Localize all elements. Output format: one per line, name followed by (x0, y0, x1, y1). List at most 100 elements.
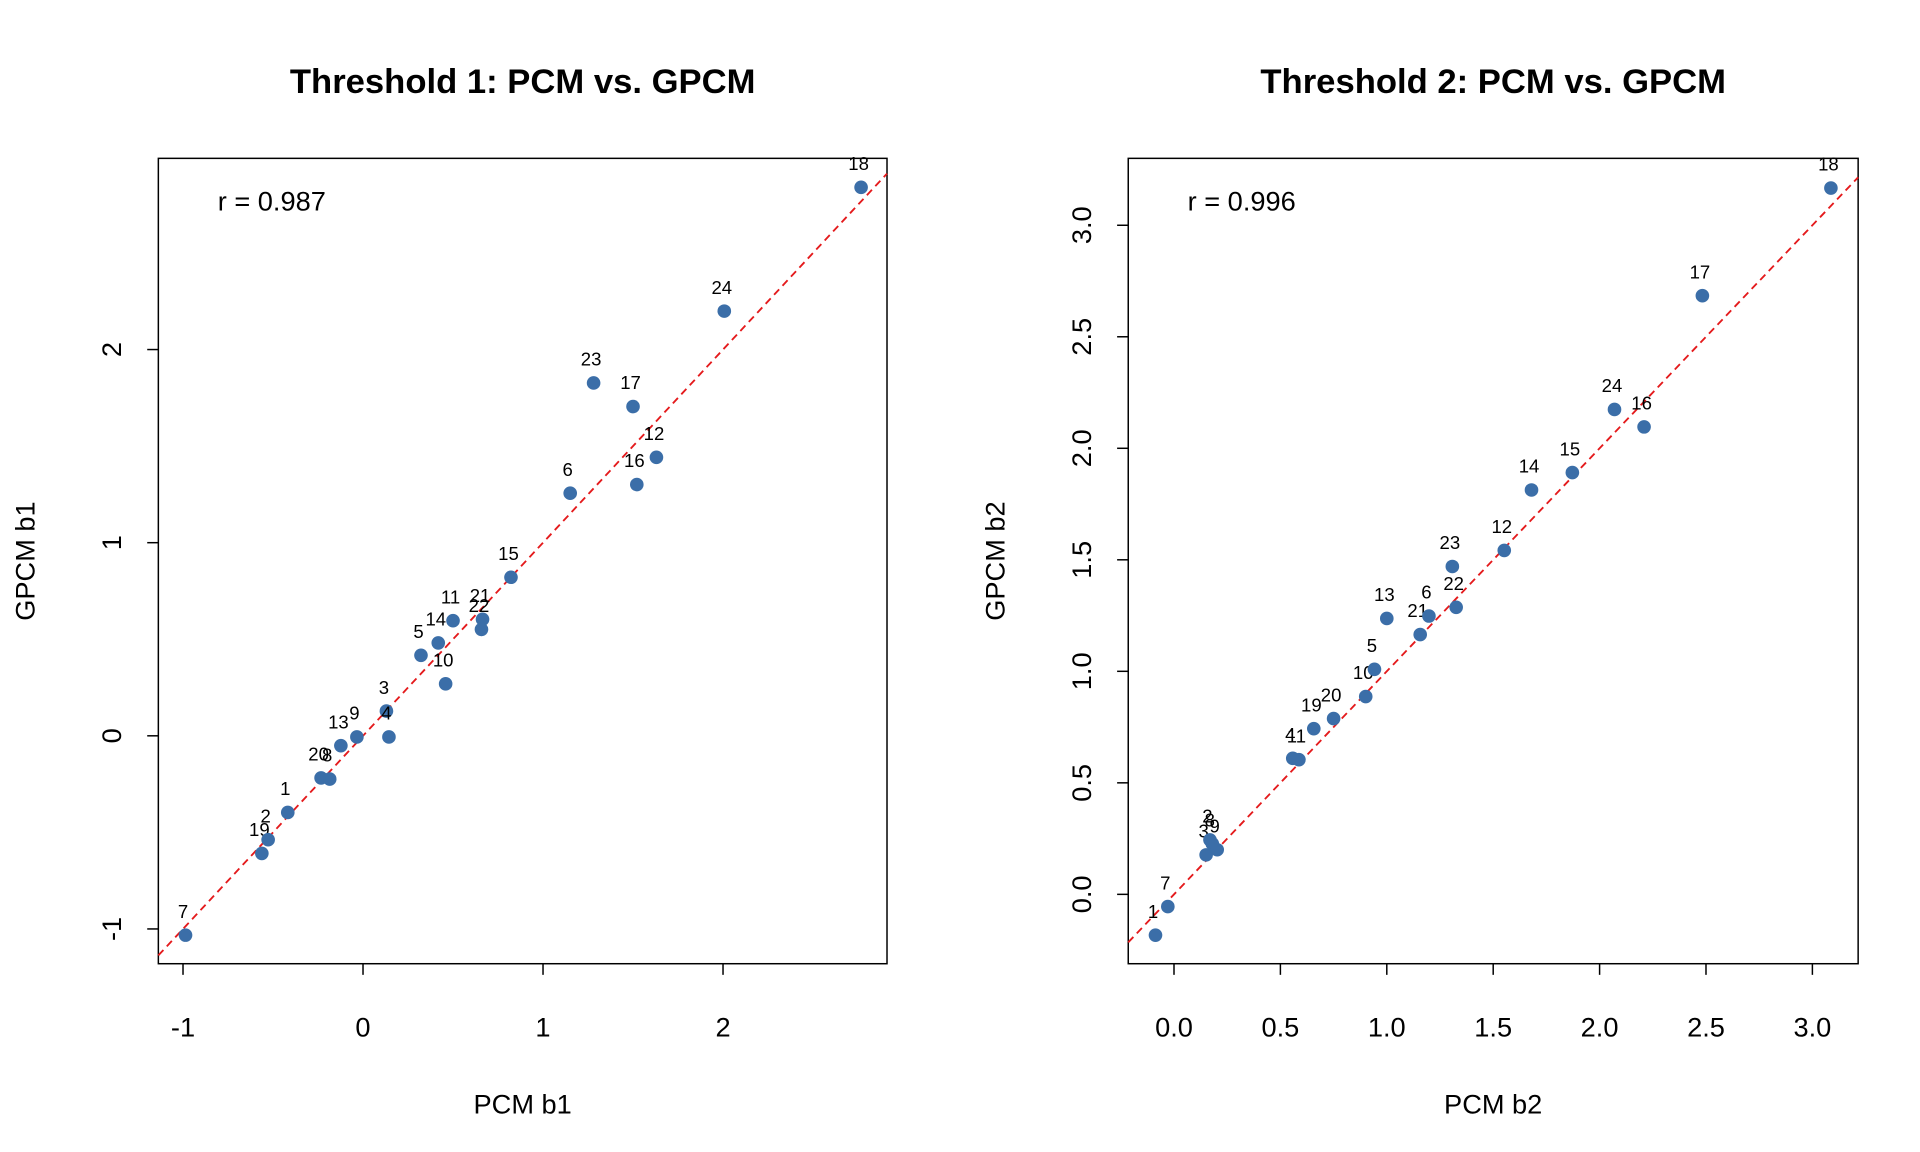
point-label: 17 (620, 372, 641, 393)
point-label: 16 (1631, 393, 1652, 414)
x-tick-label: 0.0 (1155, 1012, 1193, 1043)
plot-frame (157, 157, 888, 965)
point (1367, 662, 1382, 677)
point (261, 832, 275, 847)
point (717, 304, 732, 318)
y-axis-label: GPCM b2 (980, 501, 1011, 620)
point (1449, 600, 1463, 615)
point (438, 677, 453, 691)
point-label: 12 (644, 423, 665, 444)
x-tick-label: 3.0 (1793, 1012, 1831, 1043)
point-label: 2 (1202, 806, 1212, 827)
point-label: 18 (1818, 154, 1839, 175)
point-label: 22 (469, 595, 490, 616)
y-tick-label: 0.0 (1066, 875, 1097, 913)
point-label: 9 (1210, 815, 1220, 836)
point-label: 24 (1602, 375, 1623, 396)
point-label: 13 (328, 711, 349, 732)
plot-frame (1127, 157, 1859, 965)
point-label: 7 (178, 901, 188, 922)
annotation: r = 0.996 (1188, 185, 1296, 216)
identity-line (157, 172, 888, 957)
point (280, 805, 295, 820)
x-tick-label: 2 (715, 1012, 730, 1043)
point (1422, 609, 1436, 623)
y-tick-label: 2 (96, 342, 127, 357)
point (474, 622, 489, 637)
point-label: 8 (322, 745, 332, 766)
point (414, 648, 428, 663)
point-label: 23 (1440, 532, 1461, 553)
x-axis-label: PCM b1 (474, 1088, 572, 1119)
point (446, 613, 460, 628)
point (1637, 420, 1651, 434)
point-label: 3 (1198, 821, 1208, 842)
point (626, 399, 640, 414)
point-label: 21 (470, 585, 491, 606)
point (255, 846, 269, 861)
point-label: 20 (308, 744, 329, 765)
y-tick-label: -1 (96, 917, 127, 941)
point (1148, 928, 1163, 942)
x-tick-label: 0.5 (1261, 1012, 1299, 1043)
y-tick-label: 1.5 (1066, 541, 1097, 579)
point-label: 1 (280, 778, 290, 799)
point-label: 19 (1301, 694, 1322, 715)
point-label: 15 (1560, 438, 1581, 459)
chart: Threshold 2: PCM vs. GPCM PCM b2 GPCM b2 0.… (980, 63, 1859, 1119)
point-label: 11 (441, 586, 460, 607)
point (475, 612, 490, 627)
point-label: 12 (1491, 516, 1512, 537)
point (1199, 848, 1213, 862)
point (1824, 181, 1838, 195)
point-label: 20 (1321, 684, 1342, 705)
point-label: 5 (413, 621, 423, 642)
point-label: 17 (1690, 261, 1711, 282)
y-axis-label: GPCM b1 (10, 501, 41, 620)
point (1524, 483, 1539, 497)
point (504, 570, 518, 585)
point-label: 13 (1374, 584, 1395, 605)
point-label: 3 (379, 677, 389, 698)
point (178, 928, 193, 942)
x-tick-label: 2.0 (1581, 1012, 1619, 1043)
x-tick-label: 1.5 (1474, 1012, 1512, 1043)
point (1161, 899, 1175, 914)
point-label: 11 (1287, 725, 1306, 746)
point (382, 730, 396, 744)
point-label: 5 (1367, 635, 1377, 656)
point (1358, 689, 1373, 704)
point (1210, 842, 1225, 857)
y-tick-label: 1 (96, 535, 127, 550)
y-tick-label: 3.0 (1066, 206, 1097, 244)
x-tick-label: 1 (535, 1012, 550, 1043)
point-label: 4 (1285, 724, 1295, 745)
point-label: 14 (425, 609, 446, 630)
point (629, 477, 644, 492)
annotation: r = 0.987 (218, 185, 326, 216)
point (1413, 627, 1428, 642)
point-label: 8 (1205, 809, 1215, 830)
x-tick-label: 1.0 (1368, 1012, 1406, 1043)
point-label: 14 (1519, 456, 1540, 477)
x-axis-label: PCM b2 (1444, 1088, 1542, 1119)
point (1607, 402, 1622, 417)
point (1497, 543, 1512, 558)
x-tick-label: 2.5 (1687, 1012, 1725, 1043)
chart: Threshold 1: PCM vs. GPCM PCM b1 GPCM b1 -1… (10, 63, 888, 1119)
point-label: 6 (563, 459, 573, 480)
point (854, 180, 868, 195)
point-label: 23 (581, 349, 602, 370)
point-label: 6 (1421, 582, 1431, 603)
point (1379, 611, 1394, 626)
identity-line (1127, 176, 1859, 943)
point (322, 772, 337, 786)
y-tick-label: 2.5 (1066, 318, 1097, 356)
x-tick-label: -1 (171, 1012, 195, 1043)
point (563, 486, 578, 501)
point-label: 15 (498, 543, 519, 564)
point (1307, 721, 1321, 736)
